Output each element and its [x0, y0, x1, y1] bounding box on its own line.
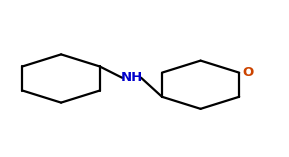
Text: NH: NH: [121, 71, 143, 84]
Text: O: O: [243, 66, 254, 79]
